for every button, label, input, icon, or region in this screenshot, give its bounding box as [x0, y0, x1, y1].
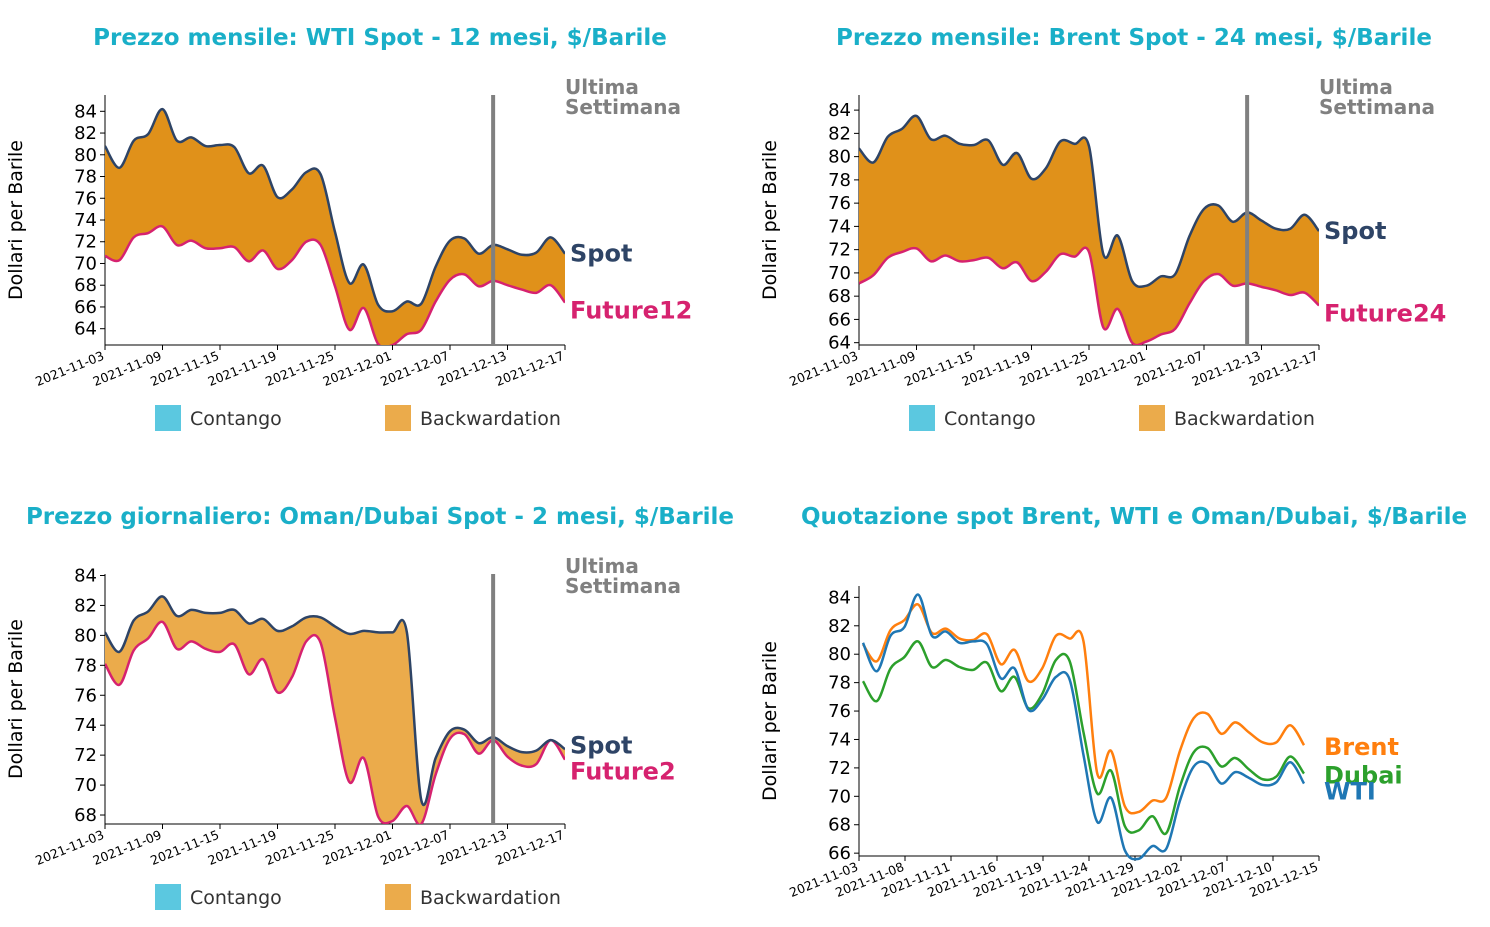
- plot-area: [105, 107, 565, 345]
- y-tick-label: 68: [828, 286, 851, 307]
- y-tick-label: 72: [74, 232, 97, 253]
- spot-line: [105, 595, 565, 807]
- legend-label-contango: Contango: [944, 408, 1036, 430]
- chart-title: Quotazione spot Brent, WTI e Oman/Dubai,…: [801, 504, 1467, 530]
- y-tick-label: 68: [74, 805, 97, 826]
- series-line-brent: [861, 603, 1306, 815]
- legend-label-backwardation: Backwardation: [1174, 408, 1315, 430]
- backwardation-area: [105, 109, 565, 345]
- chart-title: Prezzo mensile: Brent Spot - 24 mesi, $/…: [836, 25, 1432, 51]
- series-end-label-wti: WTI: [1324, 778, 1376, 806]
- y-axis-label: Dollari per Barile: [759, 641, 781, 801]
- y-tick-label: 66: [74, 297, 97, 318]
- legend: Contango Backwardation: [155, 884, 561, 910]
- legend-label-contango: Contango: [190, 887, 282, 909]
- legend-label-contango: Contango: [190, 408, 282, 430]
- y-tick-label: 70: [828, 263, 851, 284]
- series-end-label-dubai: Dubai: [1324, 762, 1403, 790]
- chart-panel-brent: 64666870727476788082842021-11-032021-11-…: [759, 25, 1446, 431]
- chart-title: Prezzo mensile: WTI Spot - 12 mesi, $/Ba…: [93, 25, 667, 51]
- y-axis-label: Dollari per Barile: [759, 140, 781, 300]
- y-tick-label: 72: [828, 758, 851, 779]
- legend-label-backwardation: Backwardation: [420, 408, 561, 430]
- future-end-label: Future24: [1324, 299, 1446, 327]
- y-tick-label: 76: [828, 193, 851, 214]
- y-tick-label: 84: [74, 101, 97, 122]
- y-axis-label: Dollari per Barile: [5, 140, 27, 300]
- chart-panel-spot_all: 666870727476788082842021-11-032021-11-08…: [759, 504, 1467, 900]
- last-week-label-line1: Ultima: [565, 554, 639, 578]
- last-week-label-line2: Settimana: [565, 95, 681, 119]
- y-tick-label: 68: [74, 275, 97, 296]
- y-tick-label: 80: [828, 147, 851, 168]
- spot-line: [859, 114, 1319, 289]
- chart-panel-oman: 6870727476788082842021-11-032021-11-0920…: [5, 504, 734, 910]
- future-end-label: Future2: [570, 757, 676, 785]
- last-week-label-line1: Ultima: [1319, 75, 1393, 99]
- chart-panel-wti: 64666870727476788082842021-11-032021-11-…: [5, 25, 692, 431]
- legend: Contango Backwardation: [155, 405, 561, 431]
- y-tick-label: 66: [828, 843, 851, 864]
- y-tick-label: 78: [74, 655, 97, 676]
- y-tick-label: 66: [828, 309, 851, 330]
- backwardation-area: [859, 115, 1319, 345]
- backwardation-area: [105, 596, 565, 824]
- plot-area: [105, 595, 565, 824]
- future-line: [105, 224, 565, 345]
- y-tick-label: 74: [828, 729, 851, 750]
- future-line: [105, 620, 565, 824]
- spot-end-label: Spot: [1324, 217, 1386, 245]
- legend-swatch-contango: [909, 405, 935, 431]
- y-tick-label: 76: [74, 188, 97, 209]
- y-tick-label: 74: [828, 216, 851, 237]
- y-tick-label: 68: [828, 815, 851, 836]
- y-tick-label: 70: [74, 253, 97, 274]
- y-tick-label: 76: [828, 701, 851, 722]
- y-tick-label: 72: [828, 240, 851, 261]
- y-axis-label: Dollari per Barile: [5, 619, 27, 779]
- y-tick-label: 72: [74, 745, 97, 766]
- legend-swatch-contango: [155, 884, 181, 910]
- y-tick-label: 74: [74, 715, 97, 736]
- y-tick-label: 82: [74, 595, 97, 616]
- legend: Contango Backwardation: [909, 405, 1315, 431]
- last-week-label-line2: Settimana: [1319, 95, 1435, 119]
- y-tick-label: 80: [74, 145, 97, 166]
- y-tick-label: 82: [828, 616, 851, 637]
- legend-label-backwardation: Backwardation: [420, 887, 561, 909]
- y-tick-label: 80: [828, 644, 851, 665]
- legend-swatch-backwardation: [1139, 405, 1165, 431]
- y-tick-label: 64: [74, 319, 97, 340]
- spot-end-label: Spot: [570, 240, 632, 268]
- series-end-label-brent: Brent: [1324, 733, 1399, 761]
- chart-title: Prezzo giornaliero: Oman/Dubai Spot - 2 …: [26, 504, 734, 530]
- series-line-dubai: [861, 640, 1306, 836]
- spot-line: [105, 107, 565, 313]
- y-tick-label: 78: [74, 167, 97, 188]
- y-tick-label: 70: [74, 775, 97, 796]
- future-line: [859, 246, 1319, 345]
- y-tick-label: 70: [828, 786, 851, 807]
- y-tick-label: 82: [828, 123, 851, 144]
- y-tick-label: 84: [74, 565, 97, 586]
- y-tick-label: 78: [828, 170, 851, 191]
- y-tick-label: 76: [74, 685, 97, 706]
- y-tick-label: 80: [74, 625, 97, 646]
- plot-area: [859, 114, 1319, 345]
- y-tick-label: 74: [74, 210, 97, 231]
- series-line-wti: [861, 593, 1306, 861]
- last-week-label-line1: Ultima: [565, 75, 639, 99]
- spot-end-label: Spot: [570, 731, 632, 759]
- y-tick-label: 84: [828, 100, 851, 121]
- legend-swatch-contango: [155, 405, 181, 431]
- y-tick-label: 64: [828, 333, 851, 354]
- y-tick-label: 78: [828, 673, 851, 694]
- legend-swatch-backwardation: [385, 405, 411, 431]
- legend-swatch-backwardation: [385, 884, 411, 910]
- last-week-label-line2: Settimana: [565, 574, 681, 598]
- y-tick-label: 84: [828, 587, 851, 608]
- y-tick-label: 82: [74, 123, 97, 144]
- future-end-label: Future12: [570, 297, 692, 325]
